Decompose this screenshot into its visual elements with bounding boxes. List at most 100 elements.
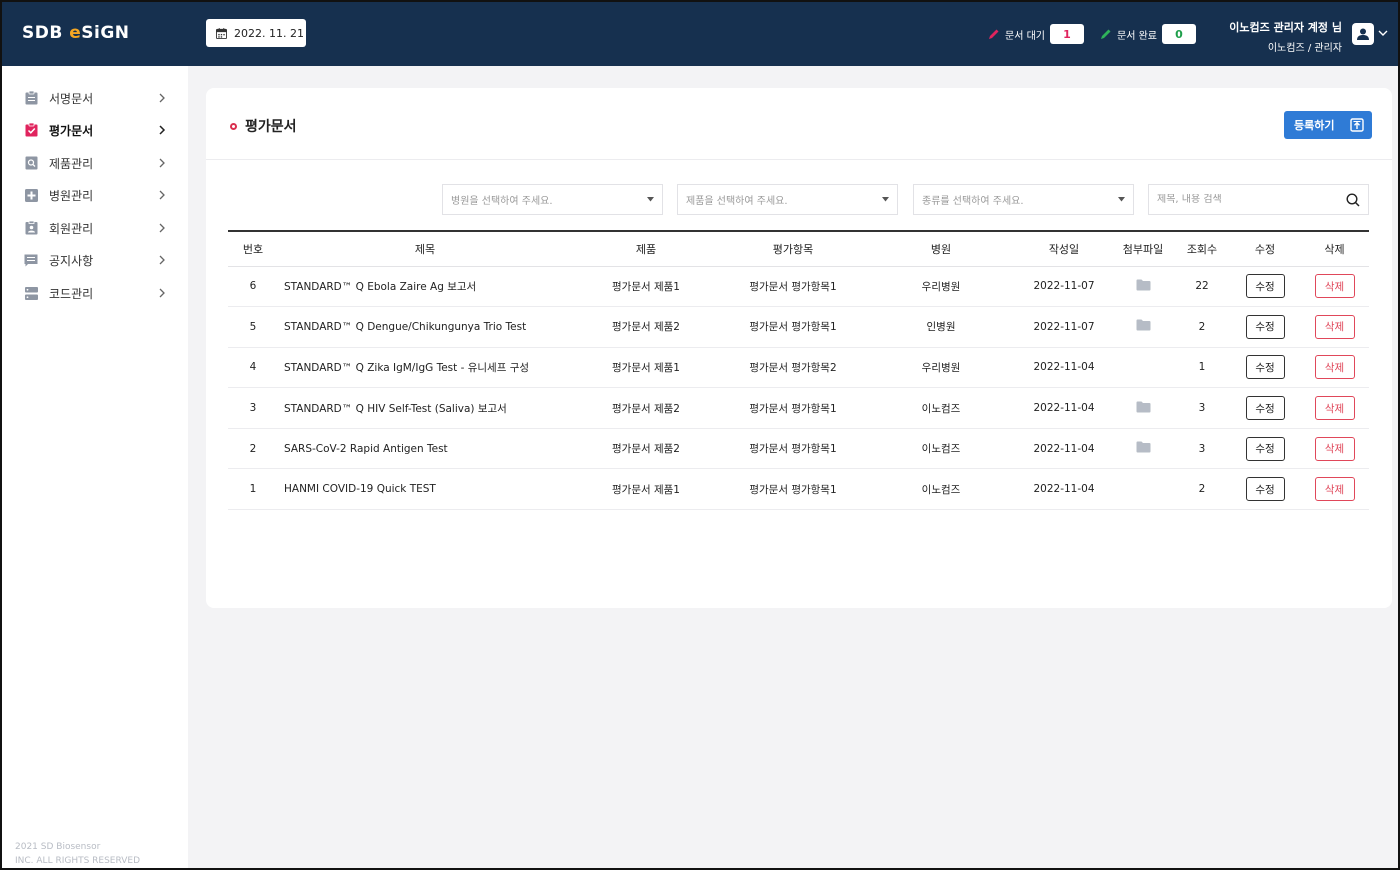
cell-edit: 수정 <box>1230 347 1300 388</box>
cell-edit: 수정 <box>1230 266 1300 307</box>
cell-title[interactable]: HANMI COVID-19 Quick TEST <box>284 483 436 496</box>
cell-delete: 삭제 <box>1300 469 1369 510</box>
card-header: 평가문서 등록하기 <box>206 88 1392 160</box>
sidebar-item-label: 코드관리 <box>49 286 94 301</box>
cell-hospital: 이노컴즈 <box>921 483 961 496</box>
cell-product: 평가문서 제품1 <box>612 361 680 374</box>
logo[interactable]: SDB eSiGN <box>22 23 130 43</box>
register-button[interactable]: 등록하기 <box>1284 111 1372 139</box>
folder-icon[interactable] <box>1136 319 1151 334</box>
product-select[interactable]: 제품을 선택하여 주세요. <box>677 184 898 215</box>
edit-button[interactable]: 수정 <box>1245 314 1285 339</box>
chevron-right-icon <box>159 288 165 298</box>
hospital-select-value: 병원을 선택하여 주세요. <box>451 196 553 207</box>
table-row[interactable]: 6 STANDARD™ Q Ebola Zaire Ag 보고서 평가문서 제품1 평… <box>228 266 1369 307</box>
search-doc-icon <box>24 156 38 170</box>
cell-delete: 삭제 <box>1300 307 1369 348</box>
caret-down-icon <box>647 197 654 202</box>
doc-wait-status[interactable]: 문서 대기 1 <box>988 24 1084 44</box>
delete-button[interactable]: 삭제 <box>1314 355 1355 380</box>
delete-button[interactable]: 삭제 <box>1314 477 1355 502</box>
doc-done-label: 문서 완료 <box>1117 30 1157 42</box>
title-dot-icon <box>230 122 237 130</box>
avatar[interactable] <box>1352 23 1374 45</box>
cell-title[interactable]: STANDARD™ Q HIV Self-Test (Saliva) 보고서 <box>284 402 507 415</box>
cell-hospital: 이노컴즈 <box>921 402 961 415</box>
cell-item: 평가문서 평가항목2 <box>749 361 837 374</box>
col-header-no: 번호 <box>242 242 264 256</box>
copyright-line: 2021 SD Biosensor <box>15 842 101 852</box>
table-row[interactable]: 3 STANDARD™ Q HIV Self-Test (Saliva) 보고서 평… <box>228 388 1369 429</box>
sidebar-item-label: 평가문서 <box>49 123 94 138</box>
sidebar-item-products[interactable]: 제품관리 <box>24 153 166 173</box>
col-header-date: 작성일 <box>1048 242 1080 256</box>
chevron-right-icon <box>159 158 165 168</box>
user-role: 이노컴즈 / 관리자 <box>1267 43 1342 54</box>
table-row[interactable]: 2 SARS-CoV-2 Rapid Antigen Test 평가문서 제품2 평가… <box>228 428 1369 469</box>
cell-title[interactable]: STANDARD™ Q Ebola Zaire Ag 보고서 <box>284 280 477 293</box>
sidebar-item-sign-docs[interactable]: 서명문서 <box>24 88 166 108</box>
cell-title[interactable]: STANDARD™ Q Zika IgM/IgG Test - 유니세프 구성 <box>284 361 530 374</box>
cell-no: 3 <box>249 402 257 415</box>
table-row[interactable]: 1 HANMI COVID-19 Quick TEST 평가문서 제품1 평가문서 평… <box>228 469 1369 510</box>
table-row[interactable]: 5 STANDARD™ Q Dengue/Chikungunya Trio Tes… <box>228 307 1369 348</box>
delete-button[interactable]: 삭제 <box>1314 396 1355 421</box>
edit-button[interactable]: 수정 <box>1245 477 1285 502</box>
type-select[interactable]: 종류를 선택하여 주세요. <box>913 184 1134 215</box>
edit-button[interactable]: 수정 <box>1245 274 1285 299</box>
sidebar-item-label: 공지사항 <box>49 253 94 268</box>
notice-icon <box>24 253 38 267</box>
delete-button[interactable]: 삭제 <box>1314 314 1355 339</box>
clipboard-check-icon <box>24 123 38 137</box>
cell-title[interactable]: SARS-CoV-2 Rapid Antigen Test <box>284 442 448 455</box>
chevron-right-icon <box>159 125 166 135</box>
cell-delete: 삭제 <box>1300 428 1369 469</box>
date-picker[interactable]: 2022. 11. 21 <box>206 19 306 47</box>
user-icon <box>1357 28 1369 40</box>
cell-title[interactable]: STANDARD™ Q Dengue/Chikungunya Trio Test <box>284 320 527 333</box>
edit-button[interactable]: 수정 <box>1245 436 1285 461</box>
hospital-select[interactable]: 병원을 선택하여 주세요. <box>442 184 663 215</box>
cell-item: 평가문서 평가항목1 <box>749 402 837 415</box>
cell-delete: 삭제 <box>1300 388 1369 429</box>
calendar-icon <box>216 27 227 39</box>
sidebar-item-eval-docs[interactable]: 평가문서 <box>24 120 166 140</box>
cell-product: 평가문서 제품2 <box>612 402 680 415</box>
col-header-attach: 첨부파일 <box>1122 242 1164 256</box>
search-input[interactable] <box>1157 194 1346 205</box>
doc-done-status[interactable]: 문서 완료 0 <box>1100 24 1196 44</box>
sidebar-item-codes[interactable]: 코드관리 <box>24 283 166 303</box>
col-header-hospital: 병원 <box>930 242 952 256</box>
sidebar-item-label: 서명문서 <box>49 91 94 106</box>
search-icon[interactable] <box>1346 192 1360 207</box>
table-row[interactable]: 4 STANDARD™ Q Zika IgM/IgG Test - 유니세프 구성… <box>228 347 1369 388</box>
sidebar-item-notices[interactable]: 공지사항 <box>24 250 166 270</box>
cell-hospital: 우리병원 <box>921 361 961 374</box>
cell-hospital: 우리병원 <box>921 280 961 293</box>
type-select-value: 종류를 선택하여 주세요. <box>922 196 1024 207</box>
cell-date: 2022-11-07 <box>1033 320 1095 333</box>
delete-button[interactable]: 삭제 <box>1314 274 1355 299</box>
cell-hospital: 이노컴즈 <box>921 443 961 456</box>
folder-icon[interactable] <box>1136 441 1151 456</box>
chevron-right-icon <box>159 93 165 103</box>
edit-button[interactable]: 수정 <box>1245 355 1285 380</box>
top-header: SDB eSiGN 2022. 11. 21 문서 대기 1 문서 완료 0 이… <box>2 2 1398 66</box>
caret-down-icon <box>1118 197 1125 202</box>
cell-date: 2022-11-04 <box>1033 442 1095 455</box>
hospital-plus-icon <box>24 188 38 202</box>
col-header-product: 제품 <box>635 242 657 256</box>
sidebar-item-members[interactable]: 회원관리 <box>24 218 166 238</box>
folder-icon[interactable] <box>1136 401 1151 416</box>
edit-button[interactable]: 수정 <box>1245 396 1285 421</box>
sidebar-item-hospitals[interactable]: 병원관리 <box>24 185 166 205</box>
pen-icon <box>989 29 999 39</box>
folder-icon[interactable] <box>1136 279 1151 294</box>
cell-item: 평가문서 평가항목1 <box>749 321 837 334</box>
logo-text-sign: SiGN <box>81 23 130 43</box>
cell-no: 2 <box>249 442 257 455</box>
logo-e: e <box>69 23 82 43</box>
chevron-down-icon[interactable] <box>1378 28 1388 38</box>
delete-button[interactable]: 삭제 <box>1314 436 1355 461</box>
cell-item: 평가문서 평가항목1 <box>749 443 837 456</box>
